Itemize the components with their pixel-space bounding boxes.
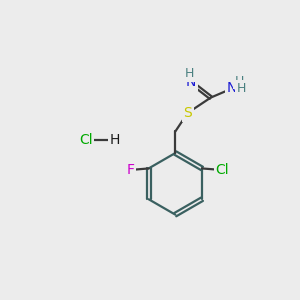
Text: Cl: Cl [79,133,93,147]
Text: N: N [185,75,196,89]
Text: H: H [110,133,120,147]
Text: H: H [235,75,244,88]
Text: H: H [184,67,194,80]
Text: N: N [227,81,238,95]
Text: F: F [126,163,134,177]
Text: H: H [237,82,246,95]
Text: Cl: Cl [215,163,229,177]
Text: S: S [183,106,192,120]
